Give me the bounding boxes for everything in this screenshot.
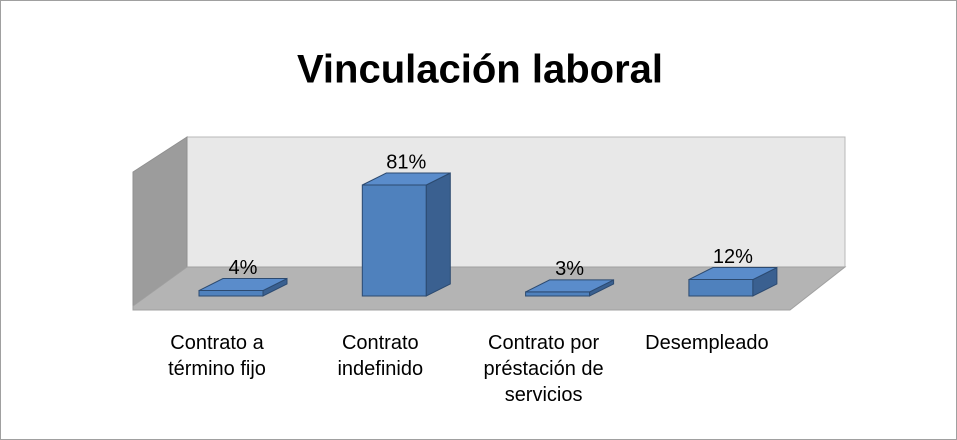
- data-label: 4%: [229, 257, 258, 279]
- bar-top: [362, 172, 451, 186]
- x-tick-label: Desempleado: [645, 332, 769, 354]
- floor: [132, 266, 847, 311]
- bar-side: [425, 172, 451, 297]
- x-tick-label: Contrato por préstación de servicios: [483, 332, 604, 406]
- bar: [361, 172, 451, 297]
- data-label: 12%: [713, 246, 753, 268]
- bar: [688, 266, 778, 297]
- bar: [198, 277, 288, 297]
- bar-front: [525, 291, 591, 297]
- x-tick-label: Contrato indefinido: [337, 332, 424, 380]
- bar-top: [525, 279, 614, 293]
- bar-top: [198, 278, 288, 292]
- bar-front: [688, 279, 754, 297]
- bar-front: [198, 290, 264, 297]
- bar-front: [361, 184, 427, 297]
- bar: [525, 279, 615, 297]
- chart-title: Vinculación laboral: [297, 48, 663, 92]
- bar-top: [688, 267, 778, 281]
- data-label: 3%: [555, 258, 584, 280]
- x-tick-label: Contrato a término fijo: [168, 332, 266, 380]
- data-label: 81%: [386, 151, 426, 173]
